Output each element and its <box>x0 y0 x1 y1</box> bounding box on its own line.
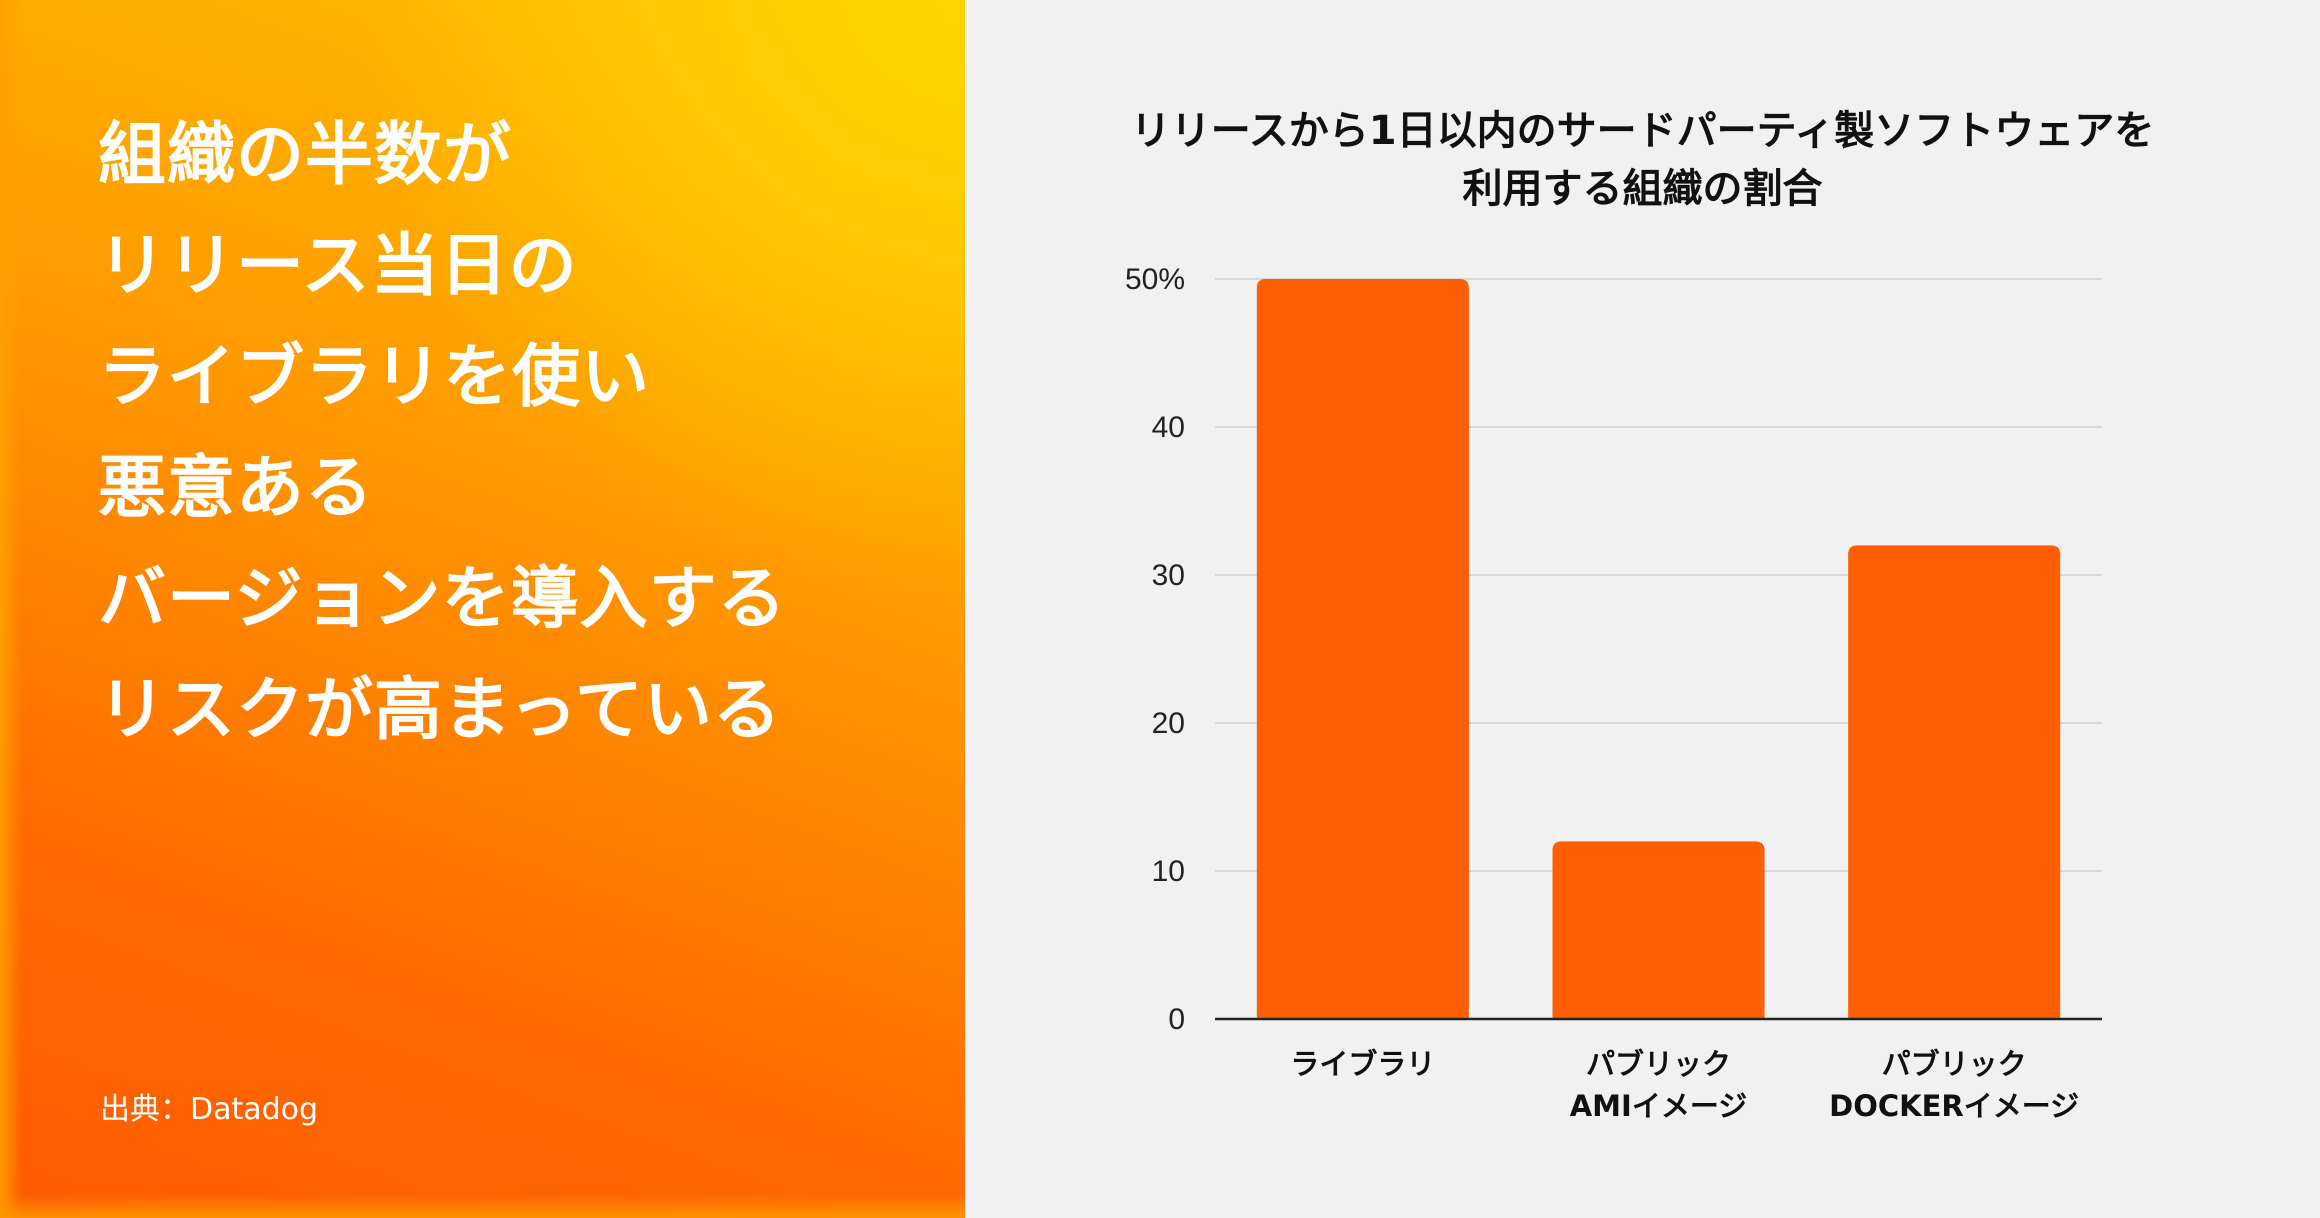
x-tick-label: パブリック <box>1882 1047 2027 1081</box>
y-tick-label: 20 <box>1152 707 1185 740</box>
left-panel: 組織の半数が リリース当日の ライブラリを使い 悪意ある バージョンを導入する … <box>0 0 965 1218</box>
bar <box>1256 279 1469 1019</box>
x-tick-label: DOCKERイメージ <box>1829 1089 2079 1123</box>
chart-title: リリースから1日以内のサードパーティ製ソフトウェアを 利用する組織の割合 <box>965 102 2320 218</box>
x-tick-label: ライブラリ <box>1290 1047 1435 1081</box>
bar <box>1552 841 1765 1019</box>
chart-title-line: 利用する組織の割合 <box>1462 166 1823 212</box>
bar <box>1848 545 2061 1019</box>
headline-line: バージョンを導入する <box>98 560 787 639</box>
x-tick-label: AMIイメージ <box>1570 1089 1748 1123</box>
source-note: 出典：Datadog <box>100 1092 319 1127</box>
headline-line: 組織の半数が <box>98 116 513 195</box>
y-tick-label: 40 <box>1152 411 1185 444</box>
headline-line: ライブラリを使い <box>98 338 651 417</box>
y-tick-label: 30 <box>1152 559 1185 592</box>
y-tick-label: 0 <box>1168 1003 1185 1036</box>
headline-line: リリース当日の <box>98 227 578 306</box>
headline-line: リスクが高まっている <box>98 671 782 750</box>
y-tick-label: 10 <box>1152 855 1185 888</box>
chart-title-line: リリースから1日以内のサードパーティ製ソフトウェアを <box>1130 108 2155 154</box>
y-tick-label: 50% <box>1125 263 1185 296</box>
x-tick-label: パブリック <box>1586 1047 1731 1081</box>
headline: 組織の半数が リリース当日の ライブラリを使い 悪意ある バージョンを導入する … <box>98 100 787 766</box>
headline-line: 悪意ある <box>98 449 375 528</box>
